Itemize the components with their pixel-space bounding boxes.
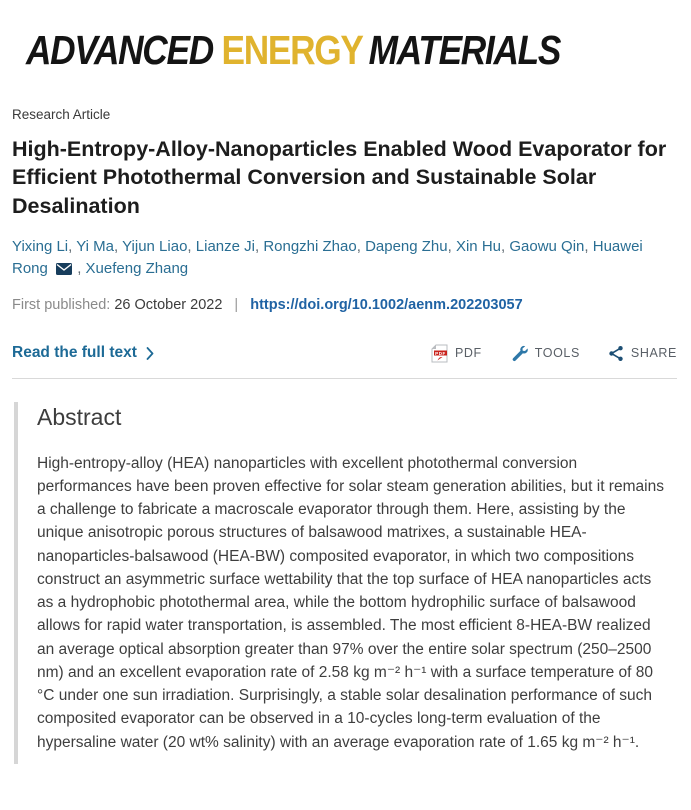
first-published-label: First published:: [12, 296, 111, 313]
author-separator: ,: [187, 238, 196, 256]
wrench-icon: [512, 346, 528, 362]
pdf-label: PDF: [454, 346, 482, 361]
publication-separator: |: [234, 296, 239, 313]
chevron-right-icon: [146, 346, 154, 360]
share-button[interactable]: SHARE: [608, 345, 677, 362]
pdf-icon: PDF: [431, 344, 448, 363]
action-buttons: PDF PDF TOOLS SHARE: [431, 344, 677, 363]
section-divider: [12, 377, 677, 379]
author-separator: ,: [584, 238, 593, 256]
doi-link[interactable]: https://doi.org/10.1002/aenm.202203057: [250, 296, 523, 313]
author-separator: ,: [501, 238, 510, 256]
svg-text:PDF: PDF: [435, 350, 446, 355]
abstract-heading: Abstract: [37, 403, 122, 430]
author-link[interactable]: Dapeng Zhu: [365, 238, 448, 256]
email-corresponding-author-icon[interactable]: [56, 262, 73, 275]
author-link[interactable]: Huawei Rong: [12, 238, 643, 277]
author-separator: ,: [68, 238, 77, 256]
author-separator: ,: [77, 259, 86, 277]
publication-info: First published: 26 October 2022 | https…: [12, 297, 677, 313]
author-link[interactable]: Xin Hu: [455, 238, 501, 256]
tools-button[interactable]: TOOLS: [510, 344, 580, 362]
share-label: SHARE: [630, 346, 677, 361]
tools-label: TOOLS: [534, 346, 580, 361]
toolbar: Read the full text PDF PDF TO: [12, 344, 677, 363]
author-separator: ,: [356, 238, 366, 256]
article-type-label: Research Article: [12, 107, 111, 122]
author-link[interactable]: Yi Ma: [76, 238, 115, 256]
author-link[interactable]: Yixing Li: [12, 238, 69, 256]
journal-logo-energy: ENERGY: [221, 27, 363, 73]
author-link[interactable]: Gaowu Qin: [509, 238, 585, 256]
author-link[interactable]: Rongzhi Zhao: [263, 238, 357, 256]
author-list: Yixing Li, Yi Ma, Yijun Liao, Lianze Ji,…: [12, 236, 662, 280]
read-full-text-label: Read the full text: [12, 344, 137, 362]
journal-logo[interactable]: ADVANCED ENERGY MATERIALS: [26, 30, 586, 71]
share-icon: [609, 345, 623, 361]
author-separator: ,: [114, 238, 123, 256]
abstract-section: Abstract High-entropy-alloy (HEA) nanopa…: [14, 401, 677, 764]
author-link[interactable]: Lianze Ji: [195, 238, 255, 256]
article-landing-page: ADVANCED ENERGY MATERIALS Research Article…: [0, 30, 691, 764]
first-published-date: 26 October 2022: [114, 296, 223, 313]
journal-logo-advanced: ADVANCED: [26, 27, 214, 73]
article-title: High-Entropy-Alloy-Nanoparticles Enabled…: [12, 137, 667, 218]
author-separator: ,: [254, 238, 264, 256]
author-separator: ,: [447, 238, 456, 256]
author-link[interactable]: Yijun Liao: [122, 238, 188, 256]
journal-logo-materials: MATERIALS: [368, 27, 562, 73]
read-full-text-link[interactable]: Read the full text: [12, 344, 154, 362]
author-link[interactable]: Xuefeng Zhang: [85, 259, 189, 277]
abstract-body: High-entropy-alloy (HEA) nanoparticles w…: [37, 454, 664, 751]
pdf-button[interactable]: PDF PDF: [431, 344, 482, 363]
